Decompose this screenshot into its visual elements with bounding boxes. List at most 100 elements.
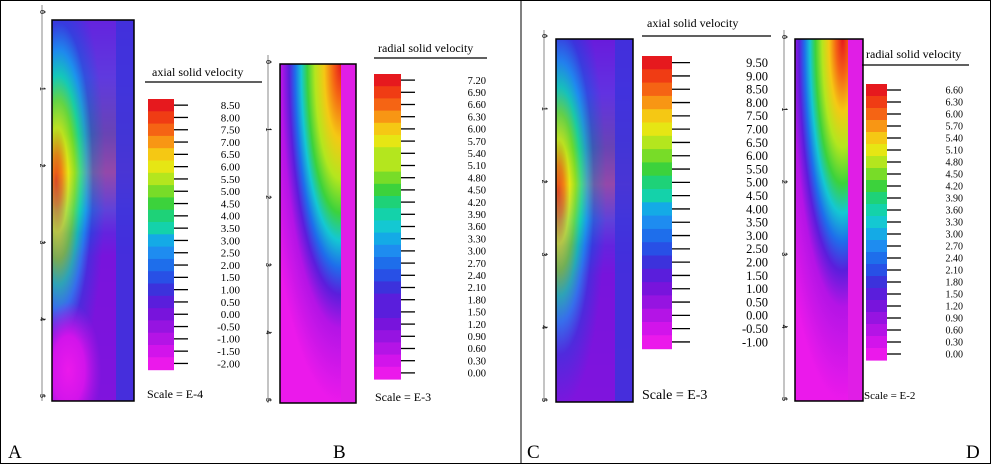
legend-value-label: 6.90: [468, 88, 486, 99]
legend-swatch: [642, 202, 672, 217]
legend-value-label: -1.00: [742, 335, 768, 349]
legend-swatch: [866, 96, 887, 109]
legend-swatch: [148, 222, 174, 235]
legend-value-label: 2.00: [221, 260, 241, 272]
legend-swatch: [148, 99, 174, 112]
legend-value-label: -1.00: [217, 334, 240, 346]
legend-swatch: [866, 168, 887, 181]
legend-value-label: 0.30: [468, 356, 486, 367]
legend-value-label: 6.60: [946, 86, 964, 97]
legend-swatch: [374, 354, 401, 368]
legend-value-label: 3.50: [221, 223, 241, 235]
legend-value-label: 6.00: [946, 110, 964, 121]
legend-value-label: -2.00: [217, 358, 240, 370]
legend-swatch: [374, 366, 401, 380]
legend-swatch: [866, 192, 887, 205]
legend-swatch: [642, 95, 672, 110]
legend-swatch: [374, 147, 401, 160]
legend-value-label: -0.50: [217, 321, 240, 333]
legend-value-label: 5.70: [468, 137, 486, 148]
legend-swatch: [642, 255, 672, 270]
legend-value-label: 3.50: [746, 216, 768, 230]
legend-swatch: [866, 156, 887, 169]
legend-swatch: [642, 175, 672, 190]
axis-tick-label: 2: [38, 164, 45, 168]
legend-swatch: [374, 98, 401, 112]
legend-swatch: [148, 357, 174, 371]
legend-value-label: 6.30: [468, 112, 486, 123]
axis-tick-label: 4: [264, 330, 271, 334]
axis-tick-label: 0: [264, 60, 271, 64]
legend-value-label: 8.50: [221, 100, 241, 112]
legend-swatch: [642, 109, 672, 124]
legend-swatch: [866, 240, 887, 253]
legend-value-label: 0.50: [746, 295, 768, 309]
legend-value-label: 0.60: [946, 326, 964, 337]
legend-value-label: 1.00: [221, 285, 241, 297]
legend-value-label: 8.00: [221, 112, 241, 124]
panel-a-label: A: [8, 442, 22, 463]
legend-swatch: [148, 172, 174, 186]
legend-swatch: [148, 283, 174, 297]
legend-swatch: [866, 144, 887, 157]
legend-swatch: [374, 208, 401, 221]
legend-value-label: 5.00: [746, 176, 768, 190]
legend-value-label: 0.00: [946, 350, 964, 361]
legend-swatch: [148, 332, 174, 346]
axis-tick-label: 1: [264, 128, 271, 132]
legend-swatch: [148, 246, 174, 260]
legend-swatch: [866, 312, 887, 325]
axis-tick-label: 5: [38, 394, 45, 398]
legend-value-label: 5.00: [221, 186, 241, 198]
axis-tick-label: 2: [780, 180, 787, 184]
legend-swatch: [866, 132, 887, 145]
legend-swatch: [642, 215, 672, 230]
axis-tick-label: 3: [780, 252, 787, 256]
panel-b-axis-ticks: 0 1 2 3 4 5: [264, 60, 272, 402]
legend-value-label: 3.00: [746, 229, 768, 243]
axis-tick-label: 1: [38, 87, 45, 91]
legend-swatch: [374, 86, 401, 99]
legend-swatch: [374, 159, 401, 173]
legend-swatch: [148, 197, 174, 211]
legend-swatch: [148, 320, 174, 334]
legend-swatch: [866, 252, 887, 265]
legend-value-label: 5.40: [468, 149, 486, 160]
legend-swatch: [642, 82, 672, 97]
legend-value-label: -1.50: [217, 346, 240, 358]
legend-value-label: 2.50: [746, 242, 768, 256]
panel-c-axis-ticks: 0 1 2 3 4 5: [540, 34, 548, 402]
legend-swatch: [374, 257, 401, 270]
axis-tick-label: 0: [540, 34, 547, 38]
legend-value-label: 0.00: [221, 309, 241, 321]
legend-value-label: -0.50: [742, 322, 768, 336]
legend-swatch: [374, 232, 401, 246]
legend-swatch: [148, 135, 174, 149]
legend-value-label: 4.50: [946, 170, 964, 181]
legend-swatch: [148, 185, 174, 198]
legend-value-label: 1.20: [946, 302, 964, 313]
legend-swatch: [374, 330, 401, 343]
legend-value-label: 5.40: [946, 134, 964, 145]
legend-value-label: 5.10: [946, 146, 964, 157]
legend-swatch: [642, 149, 672, 163]
legend-swatch: [374, 293, 401, 307]
legend-value-label: 4.80: [468, 173, 486, 184]
panel-b-scale-note: Scale = E-3: [375, 390, 431, 404]
legend-value-label: 1.50: [221, 272, 241, 284]
legend-swatch: [866, 348, 887, 361]
axis-tick-label: 5: [540, 398, 547, 402]
legend-swatch: [642, 122, 672, 137]
legend-value-label: 7.50: [746, 109, 768, 123]
legend-value-label: 2.70: [946, 242, 964, 253]
legend-value-label: 5.50: [221, 174, 241, 186]
legend-swatch: [866, 228, 887, 241]
legend-value-label: 1.50: [746, 269, 768, 283]
legend-value-label: 4.20: [946, 182, 964, 193]
legend-swatch: [148, 148, 174, 162]
legend-value-label: 4.00: [746, 202, 768, 216]
legend-swatch: [148, 271, 174, 285]
legend-swatch: [642, 268, 672, 283]
legend-value-label: 3.00: [221, 235, 241, 247]
